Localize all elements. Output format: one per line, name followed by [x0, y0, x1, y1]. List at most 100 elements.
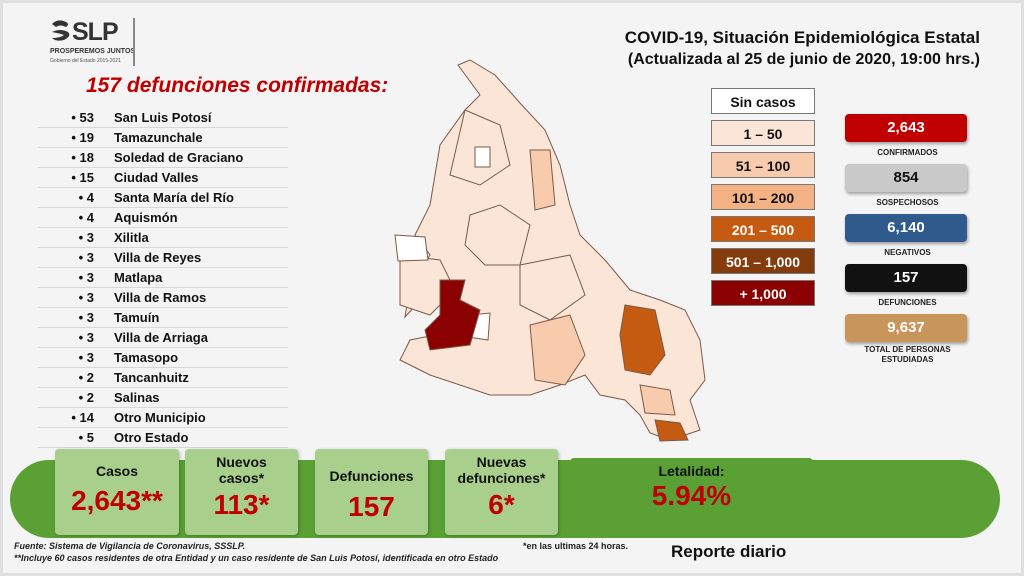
list-item: • 3 Villa de Ramos [38, 288, 288, 308]
deaths-list: • 53 San Luis Potosí • 19 Tamazunchale • 1… [38, 108, 288, 448]
death-count: • 3 [78, 310, 94, 325]
list-item: • 4 Santa María del Río [38, 188, 288, 208]
suspected-value: 854 [845, 164, 967, 192]
death-count: • 3 [78, 350, 94, 365]
letalidad-value: 5.94% [651, 480, 732, 511]
municipality-name: Tamasopo [114, 350, 179, 365]
logo-tagline: PROSPEREMOS JUNTOS [50, 48, 136, 55]
cases-footnote: **Incluye 60 casos residentes de otra En… [14, 553, 499, 563]
map-region [474, 146, 491, 168]
map-region [394, 234, 429, 262]
death-count: • 19 [71, 130, 94, 145]
legend-item-1000-plus: + 1,000 [711, 280, 815, 306]
municipality-name: Tancanhuitz [114, 370, 189, 385]
confirmed-value: 2,643 [845, 114, 967, 142]
municipality-name: Villa de Ramos [114, 290, 207, 305]
deaths-heading: 157 defunciones confirmadas: [86, 74, 389, 97]
list-item: • 2 Tancanhuitz [38, 368, 288, 388]
slp-logo-icon [52, 20, 70, 41]
nuevas-defunciones-label: Nuevas defunciones* [457, 454, 546, 486]
municipality-name: Tamazunchale [114, 130, 203, 145]
municipality-name: Aquismón [114, 210, 178, 225]
death-count: • 14 [71, 410, 94, 425]
nuevos-casos-label: Nuevos casos* [216, 454, 267, 486]
letalidad-label: Letalidad: [658, 463, 725, 479]
municipality-name: Salinas [114, 390, 160, 405]
death-count: • 4 [78, 210, 94, 225]
summary-nuevas-defunciones: Nuevas defunciones* 6* [445, 449, 558, 535]
list-item: • 3 Villa de Reyes [38, 248, 288, 268]
map-region [619, 304, 666, 376]
legend-item-51-100: 51 – 100 [711, 152, 815, 178]
death-count: • 5 [78, 430, 94, 445]
map-region [519, 254, 586, 321]
page-title: COVID-19, Situación Epidemiológica Estat… [624, 28, 980, 47]
negative-value: 6,140 [845, 214, 967, 242]
list-item: • 3 Villa de Arriaga [38, 328, 288, 348]
municipality-name: Otro Estado [114, 430, 189, 445]
summary-nuevos-casos: Nuevos casos* 113* [185, 449, 298, 535]
death-count: • 4 [78, 190, 94, 205]
list-item: • 18 Soledad de Graciano [38, 148, 288, 168]
summary-casos: Casos 2,643** [55, 449, 179, 535]
municipality-name: Matlapa [114, 270, 163, 285]
list-item: • 15 Ciudad Valles [38, 168, 288, 188]
defunciones-value: 157 [348, 491, 395, 522]
slp-logo: SLP PROSPEREMOS JUNTOS Gobierno del Esta… [48, 18, 148, 68]
death-count: • 3 [78, 330, 94, 345]
death-count: • 2 [78, 370, 94, 385]
map-region [529, 314, 586, 386]
nuevas-defunciones-value: 6* [488, 489, 515, 520]
report-label: Reporte diario [671, 542, 787, 561]
list-item: • 3 Tamasopo [38, 348, 288, 368]
death-count: • 3 [78, 250, 94, 265]
deaths-value: 157 [845, 264, 967, 292]
legend-item-501-1000: 501 – 1,000 [711, 248, 815, 274]
logo-divider [133, 18, 135, 66]
list-item: • 4 Aquismón [38, 208, 288, 228]
list-item: • 2 Salinas [38, 388, 288, 408]
municipality-name: Xilitla [114, 230, 149, 245]
municipality-name: San Luis Potosí [114, 110, 212, 125]
confirmed-label: CONFIRMADOS [877, 148, 938, 157]
municipality-name: Soledad de Graciano [114, 150, 244, 165]
nuevos-casos-value: 113* [213, 489, 270, 520]
source-note: Fuente: Sistema de Vigilancia de Coronav… [14, 541, 246, 551]
total-studied-label: TOTAL DE PERSONAS ESTUDIADAS [864, 345, 951, 364]
map-legend: Sin casos 1 – 50 51 – 100 101 – 200 201 … [711, 88, 817, 312]
map-region [639, 384, 676, 416]
list-item: • 14 Otro Municipio [38, 408, 288, 428]
list-item: • 53 San Luis Potosí [38, 108, 288, 128]
death-count: • 2 [78, 390, 94, 405]
legend-item-1-50: 1 – 50 [711, 120, 815, 146]
defunciones-label: Defunciones [329, 468, 414, 484]
legend-item-sin-casos: Sin casos [711, 88, 815, 114]
suspected-label: SOSPECHOSOS [876, 198, 939, 207]
death-count: • 3 [78, 230, 94, 245]
logo-wordmark: SLP [72, 18, 119, 46]
death-count: • 18 [71, 150, 94, 165]
list-item: • 3 Xilitla [38, 228, 288, 248]
deaths-label: DEFUNCIONES [878, 298, 937, 307]
municipality-name: Ciudad Valles [114, 170, 199, 185]
municipality-name: Otro Municipio [114, 410, 206, 425]
municipality-name: Villa de Arriaga [114, 330, 208, 345]
state-map [394, 59, 706, 442]
total-studied-value: 9,637 [845, 314, 967, 342]
map-region [424, 279, 481, 351]
municipality-name: Tamuín [114, 310, 160, 325]
casos-label: Casos [95, 463, 139, 479]
municipality-name: Santa María del Río [114, 190, 234, 205]
map-region [529, 149, 556, 211]
negative-label: NEGATIVOS [884, 248, 931, 257]
municipality-name: Villa de Reyes [114, 250, 202, 265]
casos-value: 2,643** [71, 485, 163, 516]
map-region [654, 419, 689, 442]
legend-item-101-200: 101 – 200 [711, 184, 815, 210]
death-count: • 3 [78, 290, 94, 305]
stats-panel: 2,643 CONFIRMADOS 854 SOSPECHOSOS 6,140 … [845, 114, 970, 368]
list-item: • 19 Tamazunchale [38, 128, 288, 148]
logo-government: Gobierno del Estado 2015-2021 [50, 58, 121, 64]
last-24h-note: *en las ultimas 24 horas. [523, 541, 629, 551]
